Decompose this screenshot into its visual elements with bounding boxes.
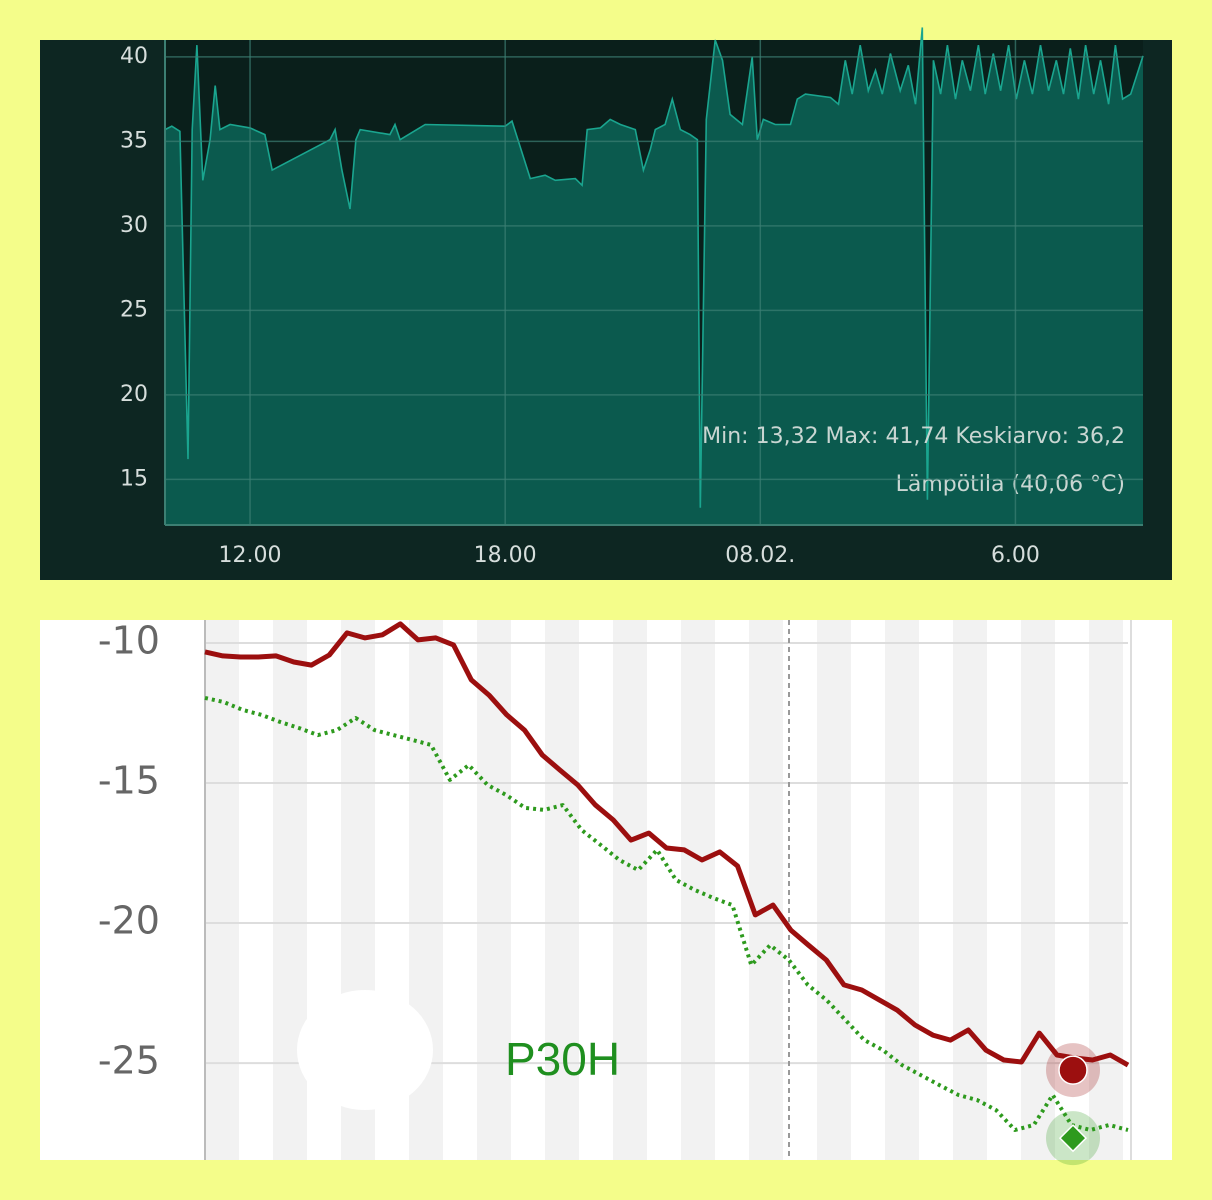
stripe	[953, 620, 987, 1160]
y-tick-label: -20	[98, 899, 160, 943]
y-tick-label: 20	[120, 382, 148, 407]
y-tick-label: 40	[120, 44, 148, 69]
stripe	[749, 620, 783, 1160]
area-line	[164, 27, 1144, 508]
redaction	[297, 990, 433, 1110]
series-line	[204, 621, 1130, 1068]
annotation: P30H	[505, 1033, 620, 1085]
stripe	[1089, 620, 1123, 1160]
stripe	[885, 620, 919, 1160]
y-tick-label: 35	[120, 128, 148, 153]
legend-entry: Lämpötila (40,06 °C)	[896, 472, 1125, 497]
y-tick-label: 25	[120, 297, 148, 322]
stripe	[205, 620, 239, 1160]
annotation: Min: 13,32 Max: 41,74 Keskiarvo: 36,2	[702, 424, 1125, 449]
current-marker	[1058, 1124, 1088, 1153]
x-tick-label: 08.02.	[725, 543, 795, 568]
y-tick-label: -25	[98, 1039, 160, 1083]
stripe	[545, 620, 579, 1160]
y-tick-label: 30	[120, 213, 148, 238]
series-line	[204, 695, 1129, 1132]
stripe	[273, 620, 307, 1160]
area-fill	[165, 27, 1143, 525]
chart-bottom: -10 -15 -20 -25 P30H	[98, 618, 1132, 1166]
stripe	[613, 620, 647, 1160]
y-tick-label: 15	[120, 466, 148, 491]
stripe	[817, 620, 851, 1160]
y-tick-label: -10	[98, 618, 160, 662]
stripe	[1021, 620, 1055, 1160]
x-tick-label: 6.00	[991, 543, 1040, 568]
x-tick-label: 18.00	[474, 543, 537, 568]
current-marker	[1058, 1055, 1088, 1085]
y-tick-label: -15	[98, 759, 160, 803]
chart-top: Lämpötila (40,06 °C) 15 20 25 30 35 40 12.00 18.…	[120, 27, 1144, 568]
x-tick-label: 12.00	[219, 543, 282, 568]
